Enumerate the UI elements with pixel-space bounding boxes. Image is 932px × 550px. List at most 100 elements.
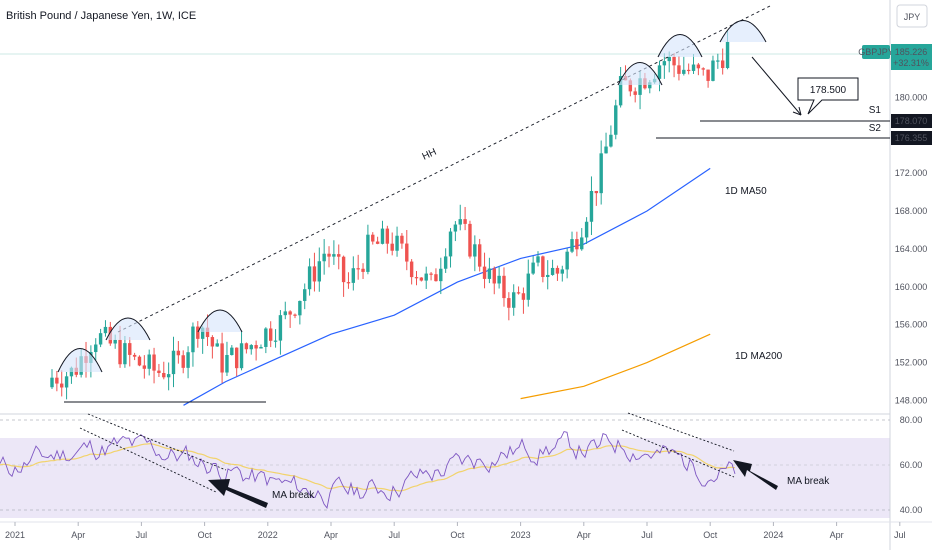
candle-body xyxy=(264,328,268,347)
rsi-channel-left-lower xyxy=(79,427,217,493)
candle-body xyxy=(575,239,579,250)
candle xyxy=(677,56,681,81)
s2-label: S2 xyxy=(869,123,882,134)
candle xyxy=(254,340,258,361)
candle xyxy=(64,372,69,400)
candle-body xyxy=(278,315,283,341)
candle-body xyxy=(118,339,122,365)
candle xyxy=(230,345,234,356)
time-axis-tick-label: Jul xyxy=(894,530,906,540)
ma200-label: 1D MA200 xyxy=(735,351,783,362)
symbol-tag xyxy=(862,45,890,59)
candle-body xyxy=(113,339,117,344)
candle-body xyxy=(123,343,127,365)
top-arc-4 xyxy=(617,62,663,86)
candle-body xyxy=(609,134,613,147)
projection-arrow xyxy=(751,56,802,116)
candle-body xyxy=(502,275,506,299)
candle-body xyxy=(176,350,181,356)
candle-body xyxy=(589,190,594,222)
time-axis[interactable]: 2021 Apr Jul Oct 2022 Apr Jul Oct 2023 Apr Jul Oct 2… xyxy=(5,522,906,540)
candle-body xyxy=(560,269,564,274)
candle-body xyxy=(395,235,399,251)
candle xyxy=(123,335,127,368)
candle-body xyxy=(648,82,652,89)
time-axis-tick-label: 2024 xyxy=(763,530,783,540)
candle xyxy=(536,251,540,267)
ma-break-arrow-2 xyxy=(733,460,778,490)
candle-body xyxy=(477,244,482,267)
candle xyxy=(473,235,477,272)
ma200-line xyxy=(520,333,711,400)
time-axis-tick-label: Jul xyxy=(136,530,148,540)
candle xyxy=(507,292,511,321)
candle xyxy=(526,259,530,307)
candle-body xyxy=(580,237,584,250)
candle-body xyxy=(604,146,608,154)
candle-body xyxy=(346,282,351,284)
ma50-line xyxy=(183,167,711,406)
candle xyxy=(293,313,297,319)
symbol-tag-text: GBPJPY xyxy=(858,47,894,57)
candle xyxy=(482,252,487,289)
candle xyxy=(103,320,108,337)
hh-trendline xyxy=(117,5,771,333)
target-callout-box xyxy=(797,77,859,115)
candle xyxy=(341,255,346,297)
currency-box[interactable] xyxy=(896,4,928,28)
candle xyxy=(419,277,424,282)
rsi-series xyxy=(0,431,736,509)
candle-body xyxy=(473,244,477,257)
candle-body xyxy=(254,345,258,349)
candle xyxy=(147,349,151,376)
candle-body xyxy=(103,326,108,334)
price-axis-tick-label: 168.000 xyxy=(895,206,928,216)
candle xyxy=(303,283,307,310)
candle-body xyxy=(667,56,671,62)
candle-body xyxy=(570,239,574,252)
time-axis-tick-label: Oct xyxy=(198,530,213,540)
candle xyxy=(361,263,365,279)
candle-body xyxy=(443,256,448,269)
candle-body xyxy=(706,69,710,81)
candle xyxy=(269,321,273,348)
candle xyxy=(604,132,608,154)
candle xyxy=(672,53,676,78)
main-pane[interactable] xyxy=(0,0,890,410)
price-axis-tick-label: 156.000 xyxy=(895,320,928,330)
candle-body xyxy=(711,60,715,81)
candle-body xyxy=(599,153,603,194)
candle-body xyxy=(337,254,341,257)
candle xyxy=(400,233,404,249)
projection-arrowhead xyxy=(792,106,802,116)
candle-body xyxy=(361,268,365,272)
candle xyxy=(322,239,326,275)
candle xyxy=(371,232,375,245)
top-arc-3 xyxy=(197,309,243,333)
candle-body xyxy=(132,354,137,357)
time-axis-tick-label: Apr xyxy=(71,530,85,540)
rsi-axis[interactable]: 40.00 60.00 80.00 xyxy=(900,415,923,515)
candle xyxy=(618,67,623,108)
candle-body xyxy=(317,261,321,282)
candle-body xyxy=(686,69,691,72)
candle xyxy=(390,232,394,256)
candle xyxy=(176,341,181,364)
candle-body xyxy=(672,56,676,66)
candle-body xyxy=(657,65,662,79)
candle xyxy=(439,257,443,295)
candle xyxy=(171,336,176,388)
price-axis-tick-label: 160.000 xyxy=(895,282,928,292)
candle-body xyxy=(618,76,623,106)
candle xyxy=(541,255,545,283)
candle-body xyxy=(137,356,142,366)
candle xyxy=(560,265,564,282)
time-axis-tick-label: Apr xyxy=(324,530,338,540)
candle-body xyxy=(196,326,200,339)
candle-body xyxy=(584,221,589,238)
candle xyxy=(414,270,419,286)
candle-body xyxy=(546,274,550,277)
candle-body xyxy=(497,275,501,284)
rsi-channel-right-upper xyxy=(627,412,735,452)
